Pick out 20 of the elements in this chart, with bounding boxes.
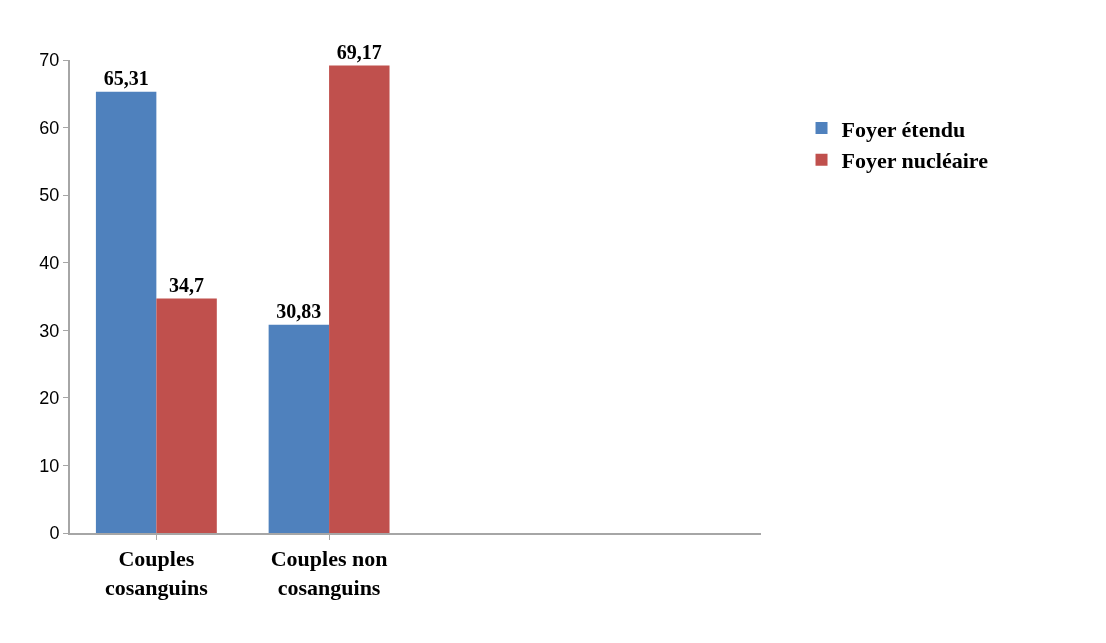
y-tick-label: 60 xyxy=(39,117,60,138)
y-tick-label: 10 xyxy=(39,455,60,476)
y-tick-label: 0 xyxy=(49,523,60,544)
y-tick-label: 20 xyxy=(39,388,60,409)
data-label: 69,17 xyxy=(336,40,382,63)
bar xyxy=(329,65,390,533)
bar xyxy=(156,298,217,533)
data-label: 34,7 xyxy=(169,273,205,296)
legend-label: Foyer étendu xyxy=(841,116,966,142)
y-tick-label: 40 xyxy=(39,253,60,274)
y-tick-label: 50 xyxy=(39,185,60,206)
legend-label: Foyer nucléaire xyxy=(841,148,989,174)
data-label: 65,31 xyxy=(103,66,149,89)
data-label: 30,83 xyxy=(276,299,322,322)
y-tick-label: 70 xyxy=(39,50,60,71)
x-tick-label: Couples cosanguins xyxy=(105,546,209,600)
x-tick-label: Couples non cosanguins xyxy=(270,546,388,600)
bar xyxy=(268,324,330,533)
y-tick-label: 30 xyxy=(39,320,60,341)
bar xyxy=(95,91,157,533)
